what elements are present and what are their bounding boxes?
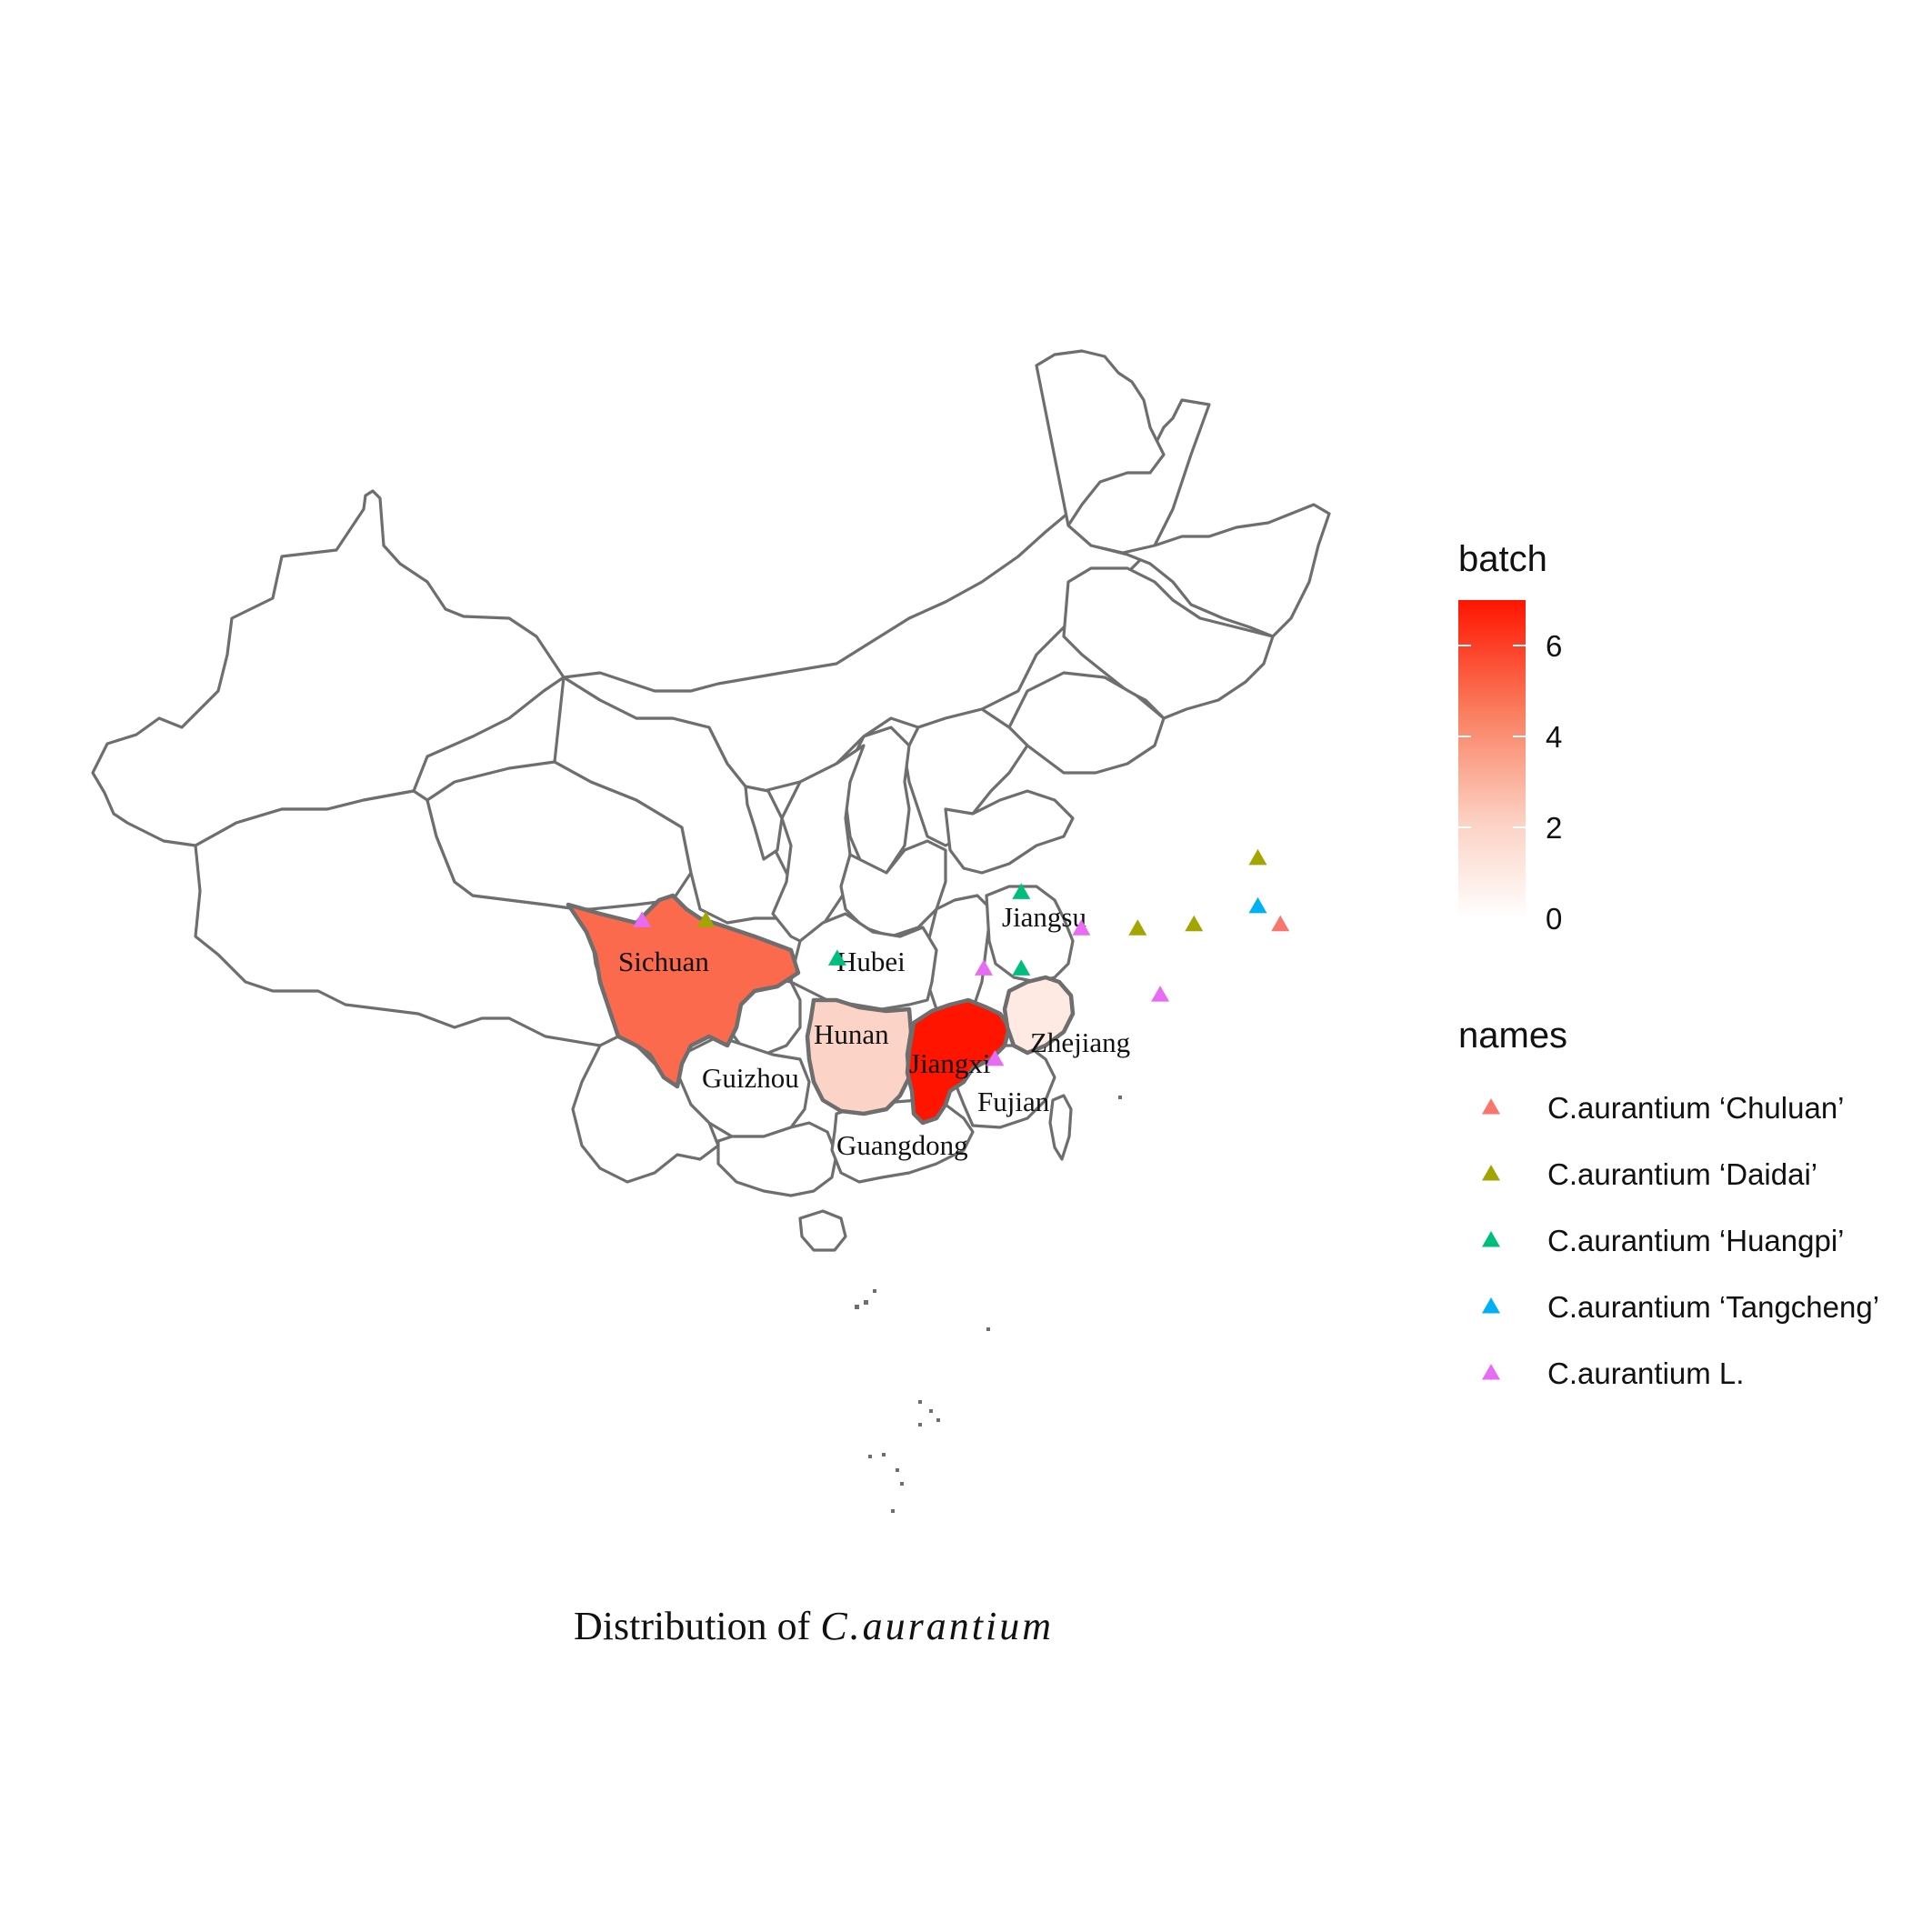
marker-jiangsu-10	[1248, 848, 1267, 866]
caption-italic: C.aurantium	[820, 1604, 1054, 1648]
province-jiangxi	[905, 997, 1012, 1126]
marker-zhejiang-12	[1271, 915, 1290, 932]
china-map	[91, 349, 1331, 1513]
legend-entry-label: C.aurantium ‘Huangpi’	[1547, 1224, 1845, 1257]
legend-batch-title: batch	[1458, 539, 1547, 579]
label-jiangxi: Jiangxi	[909, 1047, 991, 1079]
label-zhejiang: Zhejiang	[1030, 1026, 1130, 1058]
legend-entry-label: C.aurantium L.	[1547, 1356, 1744, 1390]
marker-zhejiang-11	[1248, 896, 1267, 914]
legend-names-title: names	[1458, 1016, 1567, 1056]
batch-colorbar	[1458, 600, 1526, 918]
province-hunan	[805, 997, 914, 1116]
label-guangdong: Guangdong	[836, 1129, 968, 1161]
province-jilin	[1062, 566, 1275, 720]
province-zhejiang	[1002, 975, 1076, 1056]
colorbar-tick-label: 2	[1546, 811, 1562, 845]
colorbar-tick-label: 0	[1546, 902, 1562, 936]
figure-caption: Distribution of C.aurantium	[574, 1604, 1054, 1648]
sample-markers	[633, 848, 1290, 1066]
legend-entries: C.aurantium ‘Chuluan’ C.aurantium ‘Daidai…	[1482, 1091, 1879, 1390]
marker-hunan-4	[974, 959, 993, 976]
legend-key-triangle	[1482, 1165, 1500, 1181]
marker-hubei-3	[1012, 883, 1031, 899]
label-guizhou: Guizhou	[702, 1062, 799, 1094]
province-hubei	[789, 912, 938, 1011]
province-shanxi	[844, 726, 911, 875]
province-shandong	[944, 789, 1075, 875]
province-guangxi	[716, 1121, 838, 1197]
legend-key-triangle	[1482, 1231, 1500, 1247]
marker-sichuan-1	[696, 911, 716, 927]
province-taiwan	[1048, 1094, 1073, 1161]
province-heilongjiang	[1035, 349, 1331, 638]
label-jiangsu: Jiangsu	[1002, 901, 1086, 933]
marker-hunan-5	[1012, 959, 1031, 976]
marker-jiangxi-8	[1185, 915, 1204, 932]
province-hainan	[798, 1209, 847, 1252]
label-hubei: Hubei	[836, 946, 906, 977]
province-jiangsu	[985, 885, 1075, 984]
south-china-sea-islands	[855, 1096, 1122, 1513]
legend-entry-label: C.aurantium ‘Chuluan’	[1547, 1091, 1845, 1125]
marker-guangdong-13	[986, 1049, 1005, 1066]
colorbar-tick-label: 4	[1546, 720, 1562, 754]
legend-batch: batch 0 2 4 6	[1458, 539, 1562, 936]
colorbar-ticks: 0 2 4 6	[1458, 629, 1562, 936]
province-inner-mongolia	[562, 398, 1211, 793]
legend-key-triangle	[1482, 1098, 1500, 1115]
province-shaanxi	[771, 744, 866, 947]
legend-key-triangle	[1482, 1364, 1500, 1380]
legend-entry-label: C.aurantium ‘Daidai’	[1547, 1157, 1817, 1191]
marker-sichuan-0	[633, 911, 652, 927]
label-hunan: Hunan	[814, 1018, 889, 1050]
caption-prefix: Distribution of	[574, 1604, 820, 1648]
label-sichuan: Sichuan	[618, 946, 709, 977]
legend-names: names C.aurantium ‘Chuluan’C.aurantium ‘…	[1458, 1016, 1879, 1390]
legend-key-triangle	[1482, 1297, 1500, 1314]
marker-jiangxi-7	[1128, 919, 1147, 936]
marker-guizhou-2	[827, 949, 846, 966]
marker-fujian-9	[1151, 986, 1170, 1002]
region-labels: Sichuan Hubei Hunan Guizhou Jiangxi Jian…	[618, 901, 1130, 1161]
legend-entry-label: C.aurantium ‘Tangcheng’	[1547, 1290, 1879, 1324]
province-sichuan	[566, 893, 801, 1089]
colorbar-tick-label: 6	[1546, 629, 1562, 663]
marker-jiangxi-6	[1072, 919, 1091, 936]
label-fujian: Fujian	[977, 1086, 1050, 1117]
province-ningxia	[744, 785, 784, 861]
province-guangdong	[830, 1098, 975, 1184]
